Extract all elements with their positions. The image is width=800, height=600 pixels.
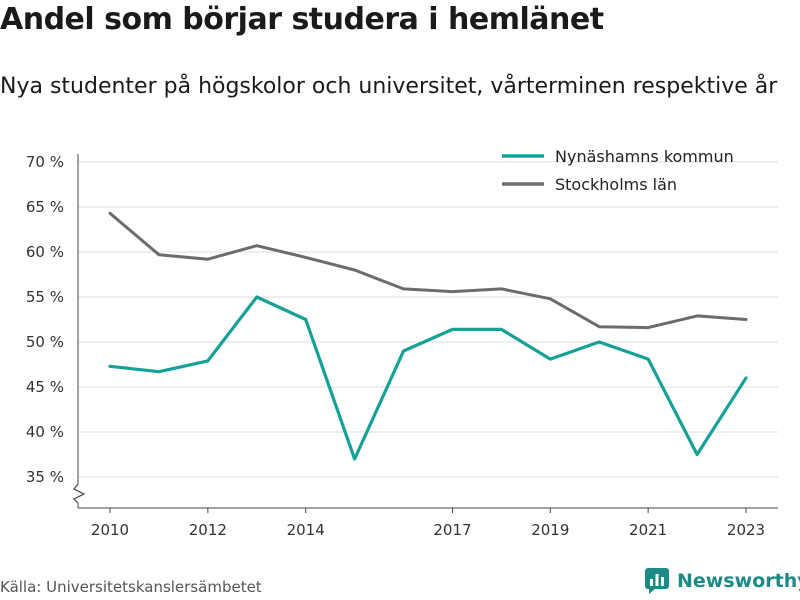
x-tick-label: 2010 bbox=[91, 521, 129, 539]
x-tick-label: 2021 bbox=[629, 521, 667, 539]
y-tick-label: 35 % bbox=[26, 468, 64, 486]
brand-logo[interactable]: Newsworthy bbox=[645, 568, 800, 594]
source-note: Källa: Universitetskanslersämbetet bbox=[0, 578, 262, 596]
y-tick-label: 65 % bbox=[26, 198, 64, 216]
gridlines bbox=[78, 161, 778, 478]
bar-chart-logo-icon bbox=[645, 568, 669, 594]
y-tick-label: 50 % bbox=[26, 333, 64, 351]
brand-name: Newsworthy bbox=[677, 570, 800, 592]
series-lines bbox=[108, 211, 748, 461]
y-tick-label: 55 % bbox=[26, 288, 64, 306]
y-tick-label: 70 % bbox=[26, 153, 64, 171]
legend-label: Stockholms län bbox=[555, 175, 677, 194]
y-tick-label: 60 % bbox=[26, 243, 64, 261]
y-tick-label: 40 % bbox=[26, 423, 64, 441]
legend: Nynäshamns kommun Stockholms län bbox=[502, 147, 734, 194]
axes: 35 % 40 % 45 % 50 % 55 % 60 % 65 % 70 % 2010 2012… bbox=[26, 153, 778, 539]
axis-break-icon bbox=[72, 483, 86, 504]
line-chart: 35 % 40 % 45 % 50 % 55 % 60 % 65 % 70 % 2010 2012… bbox=[26, 147, 778, 539]
chart-subtitle: Nya studenter på högskolor och universit… bbox=[0, 74, 778, 99]
x-tick-label: 2023 bbox=[727, 521, 765, 539]
chart-title: Andel som börjar studera i hemlänet bbox=[0, 2, 604, 37]
x-tick-label: 2017 bbox=[433, 521, 471, 539]
x-tick-label: 2014 bbox=[287, 521, 325, 539]
y-tick-label: 45 % bbox=[26, 378, 64, 396]
x-tick-label: 2012 bbox=[189, 521, 227, 539]
x-tick-label: 2019 bbox=[531, 521, 569, 539]
series-line-0 bbox=[108, 295, 748, 461]
legend-label: Nynäshamns kommun bbox=[555, 147, 734, 166]
series-line-1 bbox=[108, 211, 748, 330]
